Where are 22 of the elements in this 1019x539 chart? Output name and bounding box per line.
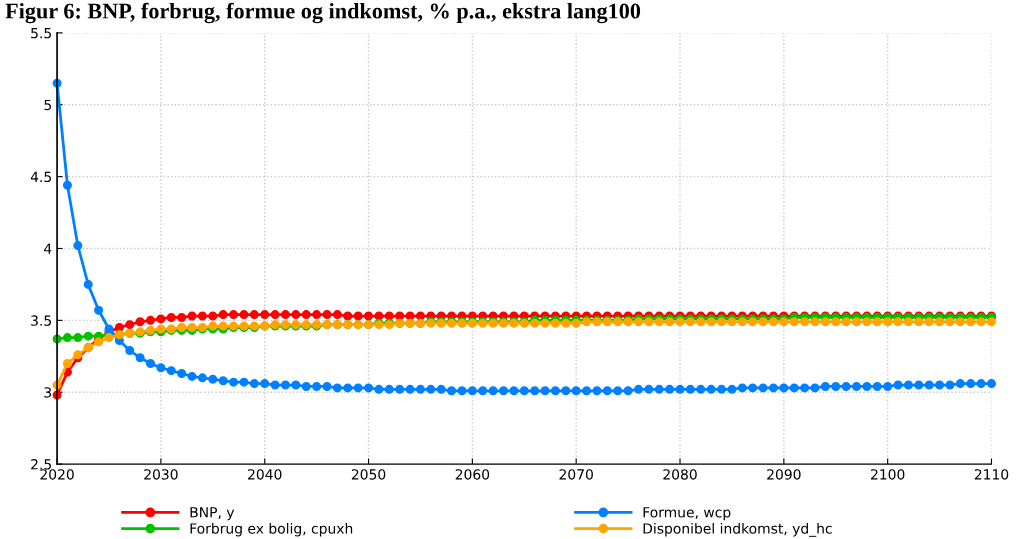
- y-tick-label: 2.5: [31, 459, 51, 470]
- y-tick-label: 5: [44, 99, 51, 111]
- y-tick-label: 4.5: [30, 171, 51, 183]
- x-tick-label: 2040: [248, 469, 282, 480]
- y-tick-label: 3.5: [31, 315, 51, 326]
- chart-title: Figur 6: BNP, forbrug, formue og indkomst, % p.a., ekstra lang100: [5, 2, 641, 24]
- x-tick-label: 2080: [663, 469, 697, 480]
- x-tick-label: 2030: [144, 469, 178, 480]
- x-tick-label: 2050: [351, 469, 386, 480]
- x-tick-label: 2060: [455, 469, 490, 480]
- legend-label: Disponibel indkomst, yd_hc: [643, 522, 832, 537]
- x-tick-label: 2070: [559, 469, 593, 480]
- x-tick-label: 2090: [767, 469, 801, 480]
- y-tick-label: 4: [44, 243, 52, 254]
- x-tick-label: 2020: [40, 469, 74, 480]
- y-tick-label: 5.5: [31, 28, 51, 39]
- y-tick-label: 3: [44, 387, 52, 398]
- x-tick-label: 2110: [974, 469, 1009, 480]
- x-tick-label: 2100: [871, 469, 905, 480]
- legend-label: BNP, y: [190, 507, 235, 521]
- legend-label: Formue, wcp: [643, 507, 731, 521]
- legend-label: Forbrug ex bolig, cpuxh: [190, 522, 353, 537]
